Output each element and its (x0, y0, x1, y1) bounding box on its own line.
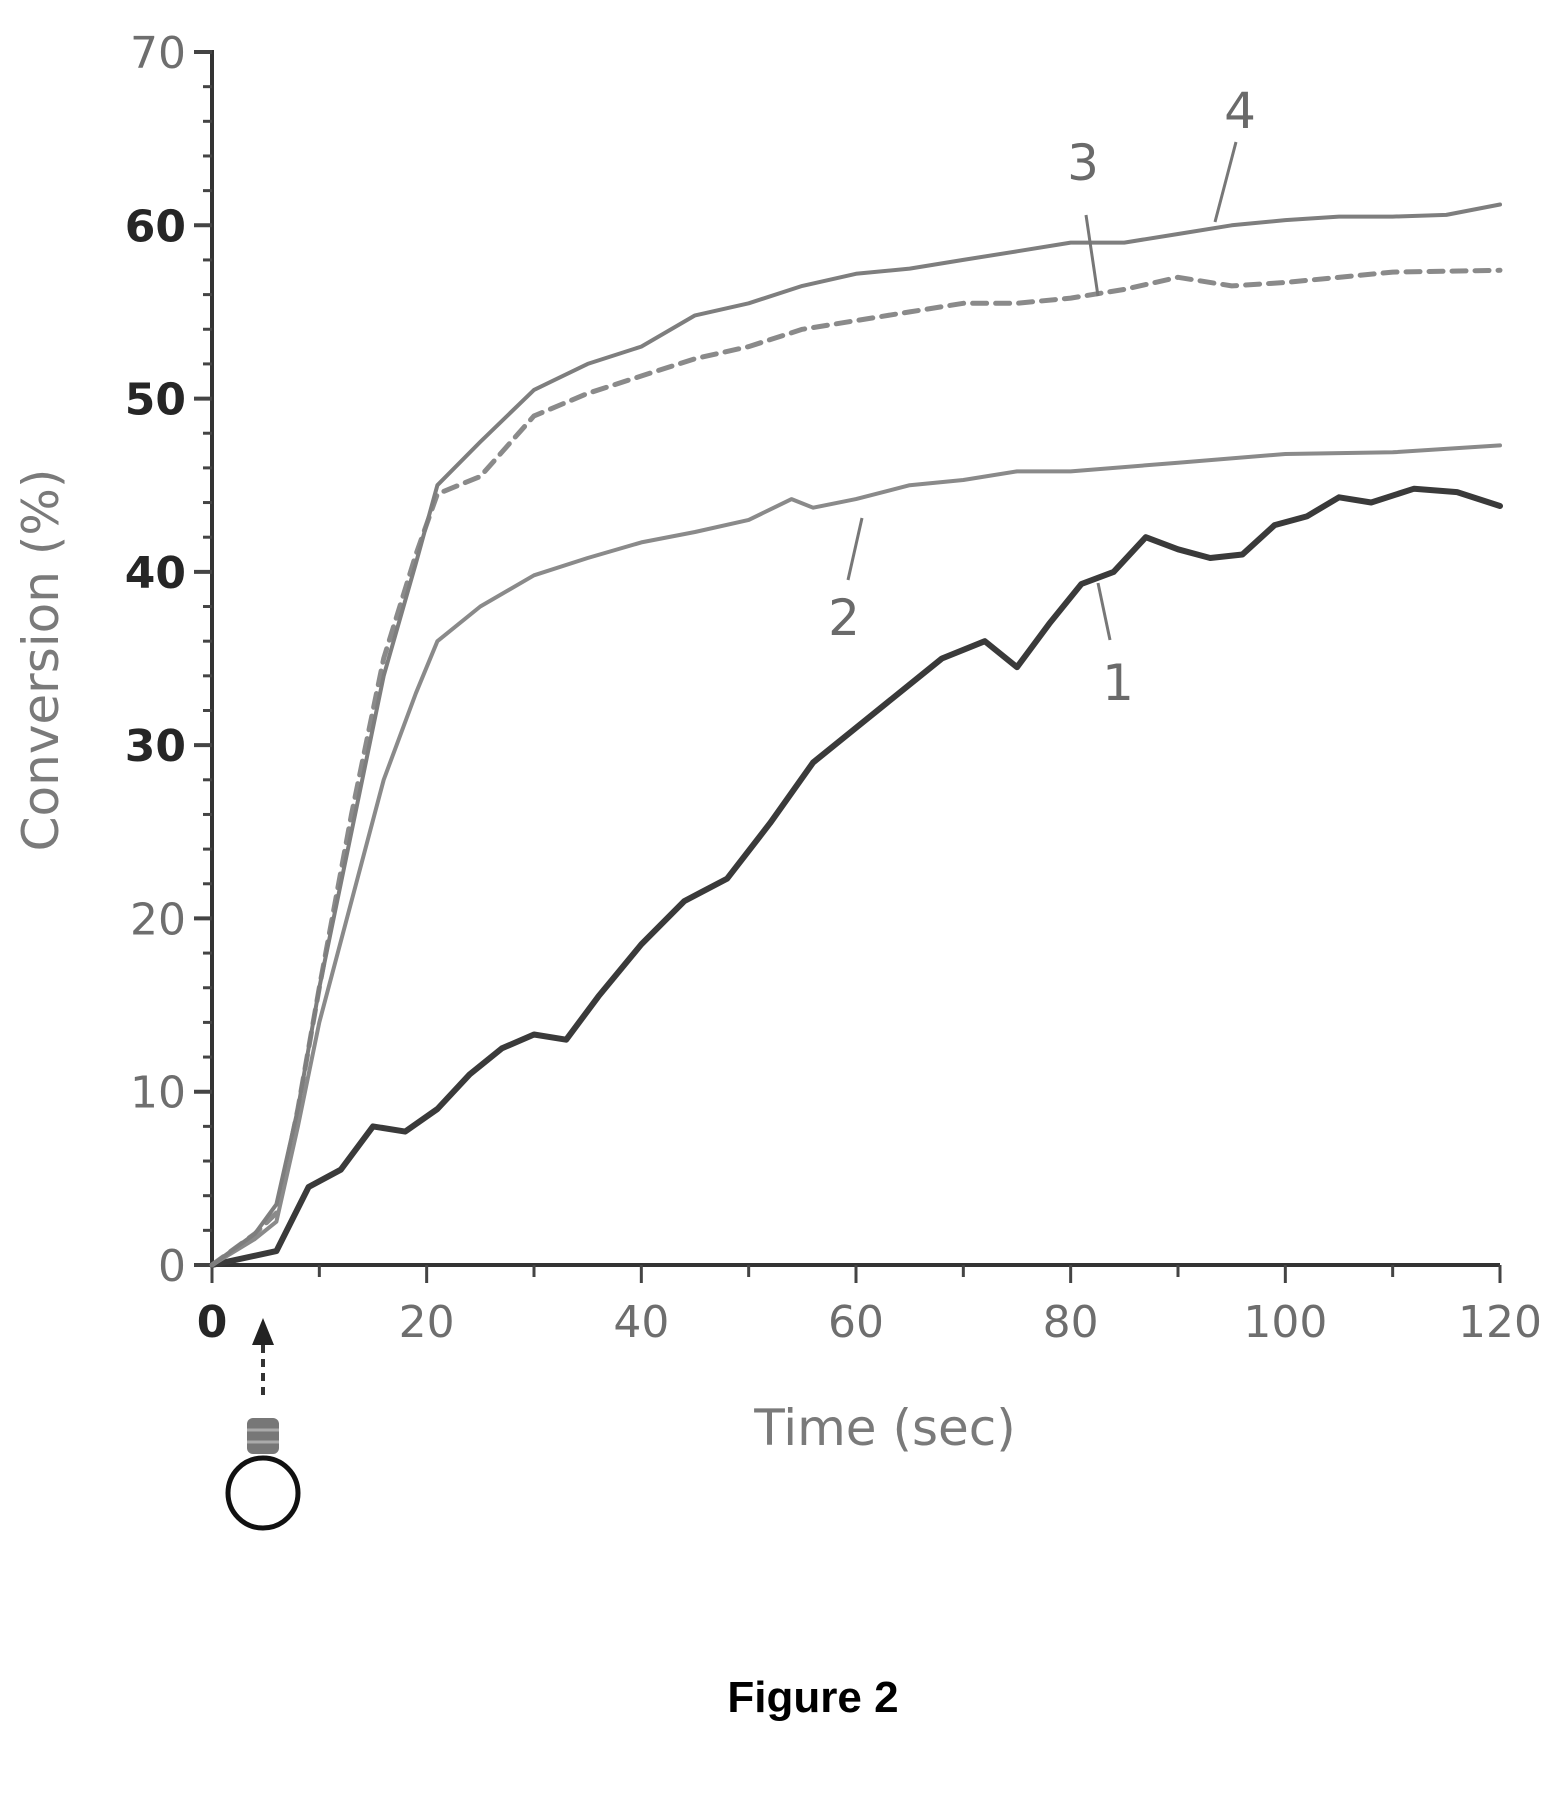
series-layer (209, 202, 1503, 1268)
curve-label-4: 4 (1224, 82, 1256, 140)
y-tick-label: 40 (125, 548, 186, 599)
curve-label-3: 3 (1067, 134, 1099, 192)
curve-label-leader (1096, 582, 1112, 641)
curve-label-leader (1213, 141, 1238, 223)
y-tick-label: 0 (158, 1241, 186, 1292)
x-axis: 0 20 40 60 80 100 120 (197, 1263, 1542, 1348)
y-tick-label: 30 (125, 721, 186, 772)
x-tick-label: 0 (197, 1297, 228, 1348)
y-axis: 0 10 20 30 40 50 60 70 (125, 28, 214, 1292)
light-source-icon (225, 1318, 301, 1531)
series-2-line (210, 443, 1502, 1267)
x-tick-label: 100 (1243, 1297, 1327, 1348)
curve-label-1: 1 (1102, 654, 1134, 712)
y-tick-label: 50 (125, 375, 186, 426)
y-axis-title: Conversion (%) (12, 469, 70, 852)
curve-label-2: 2 (828, 589, 860, 647)
curve-label-leader (1084, 214, 1100, 297)
x-tick-label: 80 (1043, 1297, 1099, 1348)
y-tick-label: 60 (125, 201, 186, 252)
series-3-line (209, 267, 1503, 1268)
x-tick-label: 60 (828, 1297, 884, 1348)
x-tick-label: 40 (613, 1297, 669, 1348)
x-tick-label: 20 (399, 1297, 455, 1348)
series-4-line (210, 202, 1502, 1267)
y-tick-label: 10 (130, 1068, 186, 1119)
plot-area: 0 10 20 30 40 50 60 70 0 20 40 60 80 100 120 1 2 3 4 (125, 28, 1542, 1348)
curve-labels: 1 2 3 4 (828, 82, 1256, 712)
x-tick-label: 120 (1458, 1297, 1542, 1348)
y-tick-label: 20 (130, 894, 186, 945)
x-axis-title: Time (sec) (753, 1399, 1016, 1457)
series-1-line (209, 485, 1503, 1268)
figure-caption: Figure 2 (727, 1673, 898, 1722)
curve-label-leader (846, 517, 864, 581)
y-tick-label: 70 (130, 28, 186, 79)
